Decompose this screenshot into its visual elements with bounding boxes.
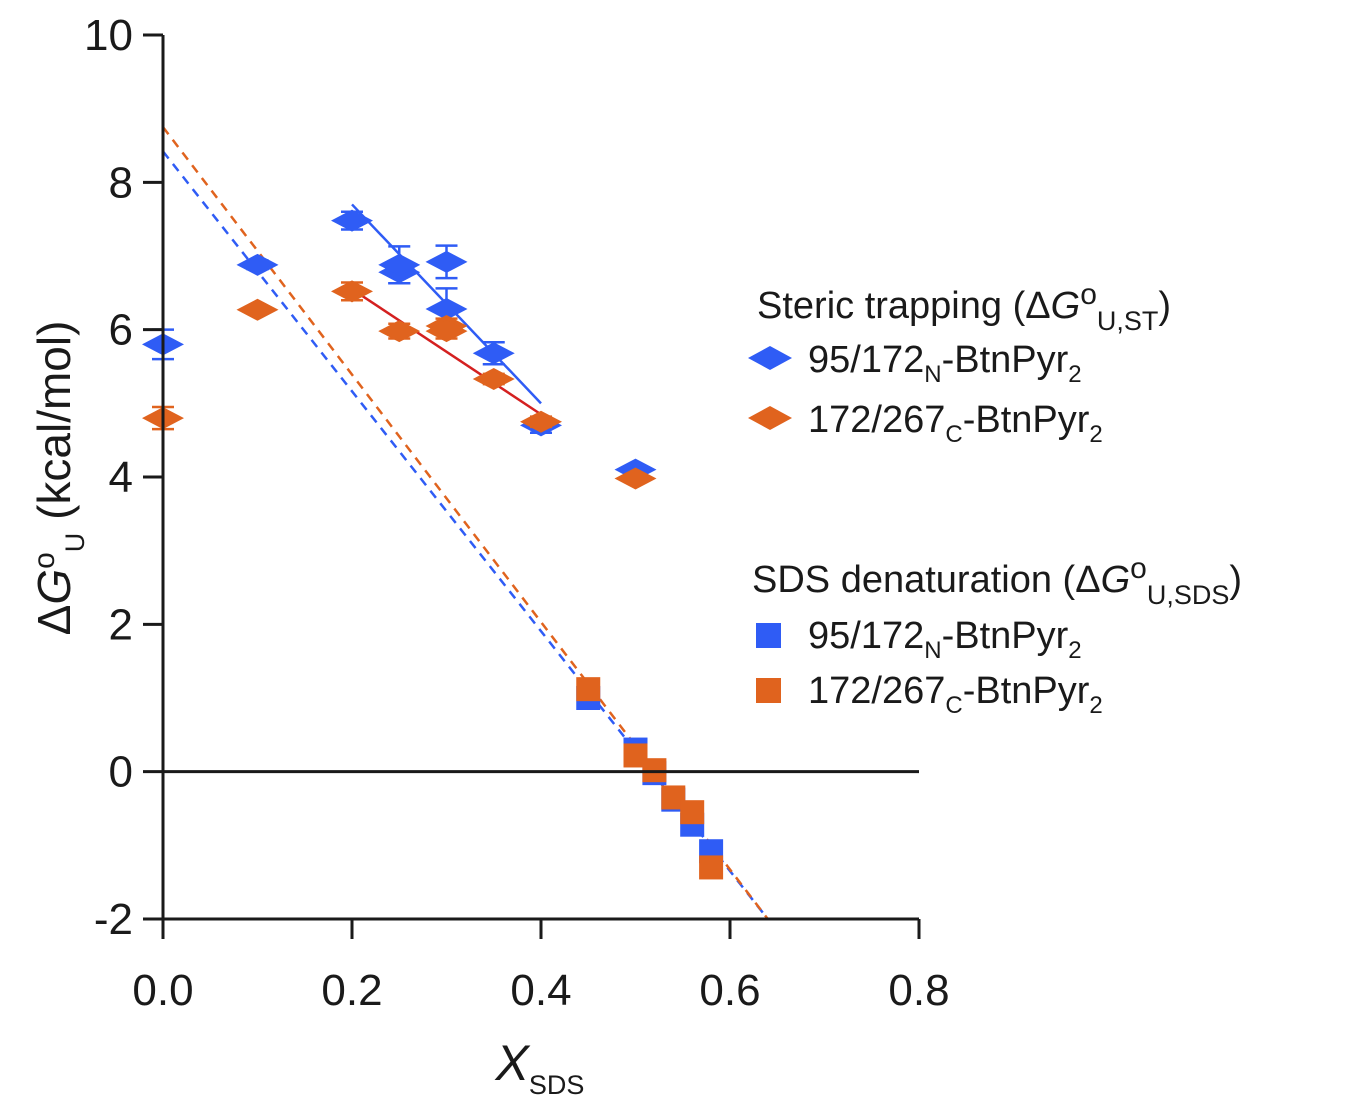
orange-diamond-point	[378, 320, 421, 343]
blue-diamond-point	[425, 298, 468, 321]
orange-diamond-point	[331, 280, 373, 303]
orange-diamond-point	[520, 410, 562, 433]
y-tick-label: 8	[109, 158, 133, 207]
x-tick-label: 0.8	[888, 966, 949, 1015]
legend-entry-sds-95-172: 95/172N-BtnPyr2	[808, 615, 1082, 664]
y-tick-label: -2	[94, 895, 133, 944]
solid-fit-line	[351, 288, 542, 416]
orange-square-point	[699, 855, 724, 880]
legend-marker-orange-diamond	[748, 406, 792, 430]
y-tick-label: 10	[84, 11, 133, 60]
y-tick-label: 4	[109, 453, 133, 502]
legend-entry-steric-172-267: 172/267C-BtnPyr2	[808, 399, 1103, 448]
x-tick-label: 0.0	[132, 966, 193, 1015]
x-tick-label: 0.2	[321, 966, 382, 1015]
blue-diamond-point	[378, 253, 421, 276]
blue-diamond-point	[236, 253, 279, 276]
x-axis-label: XSDS	[495, 1035, 585, 1100]
blue-diamond-point	[331, 209, 373, 232]
legend-entry-steric-95-172: 95/172N-BtnPyr2	[808, 339, 1082, 388]
y-tick-label: 6	[109, 306, 133, 355]
legend-title-steric: Steric trapping (ΔGoU,ST)	[757, 278, 1171, 336]
legend-title-sds: SDS denaturation (ΔGoU,SDS)	[752, 552, 1242, 610]
y-axis-label: ΔGoU (kcal/mol)	[28, 321, 90, 636]
legend-steric-trapping: Steric trapping (ΔGoU,ST) 95/172N-BtnPyr…	[748, 278, 1171, 448]
blue-diamond-point	[472, 342, 515, 365]
axes: -2 0 2 4 6 8 10 0.0 0.2 0.4 0.6 0.8	[84, 11, 950, 1015]
legend-entry-sds-172-267: 172/267C-BtnPyr2	[808, 670, 1103, 719]
legend-marker-blue-diamond	[748, 346, 792, 370]
dashed-fit-line	[162, 150, 769, 920]
y-tick-label: 2	[109, 600, 133, 649]
orange-diamond-point	[614, 467, 657, 490]
legend-marker-orange-square	[756, 678, 781, 703]
blue-diamond-point	[425, 250, 468, 273]
orange-diamond-point	[472, 368, 515, 391]
x-tick-label: 0.4	[510, 966, 571, 1015]
orange-square-point	[680, 800, 705, 825]
x-tick-label: 0.6	[699, 966, 760, 1015]
legend-sds-denaturation: SDS denaturation (ΔGoU,SDS) 95/172N-BtnP…	[752, 552, 1242, 719]
legend-marker-blue-square	[756, 623, 781, 648]
orange-square-point	[576, 677, 601, 702]
orange-diamond-point	[236, 298, 279, 321]
orange-diamond-point	[425, 320, 468, 343]
y-tick-label: 0	[109, 748, 133, 797]
plot-area	[142, 126, 769, 920]
